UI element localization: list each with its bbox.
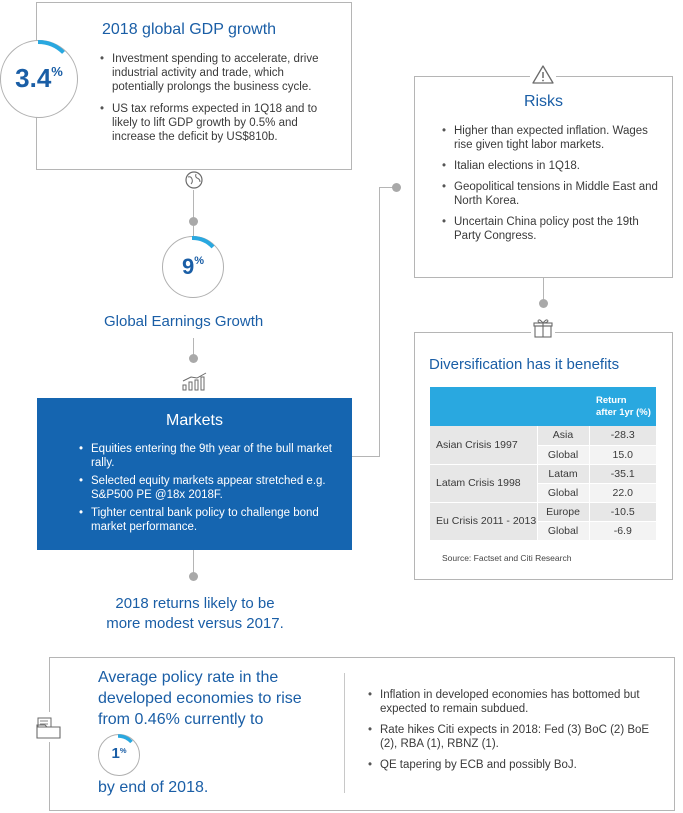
markets-box: Markets Equities entering the 9th year o… bbox=[37, 398, 352, 550]
markets-bullet: Tighter central bank policy to challenge… bbox=[77, 506, 332, 534]
crisis-name-cell: Eu Crisis 2011 - 2013 bbox=[430, 502, 538, 541]
gdp-ring: 3.4% bbox=[0, 39, 78, 118]
table-header: Return after 1yr (%) bbox=[430, 387, 656, 426]
region-cell: Europe bbox=[537, 502, 590, 522]
gdp-box-top-border bbox=[36, 2, 352, 3]
diversification-table: Return after 1yr (%) Asian Crisis 1997 As… bbox=[430, 387, 656, 541]
connector-dot bbox=[189, 354, 198, 363]
returns-note: 2018 returns likely to be more modest ve… bbox=[80, 594, 310, 634]
connector-markets-risks-h1 bbox=[352, 456, 380, 457]
returns-note-line: 2018 returns likely to be bbox=[115, 595, 275, 612]
chart-growth-icon bbox=[181, 372, 209, 392]
risks-box bbox=[414, 76, 673, 278]
policy-divider bbox=[344, 673, 345, 793]
folder-icon bbox=[34, 712, 64, 742]
gift-icon bbox=[531, 316, 555, 340]
diversification-title: Diversification has it benefits bbox=[429, 356, 620, 373]
header-line: Return bbox=[596, 395, 627, 406]
markets-bullet: Equities entering the 9th year of the bu… bbox=[77, 442, 332, 470]
policy-line: from 0.46% currently to bbox=[98, 711, 264, 728]
policy-ring: 1% bbox=[98, 734, 140, 776]
return-value-cell: 15.0 bbox=[589, 445, 656, 465]
markets-title: Markets bbox=[166, 412, 223, 429]
globe-icon bbox=[184, 170, 204, 190]
returns-table-body: Asian Crisis 1997 Asia -28.3 Global 15.0 Lata… bbox=[430, 426, 656, 541]
risks-title: Risks bbox=[523, 93, 564, 110]
region-cell: Asia bbox=[537, 426, 590, 446]
risks-bullet: Geopolitical tensions in Middle East and… bbox=[440, 180, 662, 208]
policy-bullet: QE tapering by ECB and possibly BoJ. bbox=[366, 758, 656, 772]
return-value-cell: -35.1 bbox=[589, 464, 656, 484]
region-cell: Global bbox=[537, 483, 590, 503]
connector-risks-div bbox=[543, 278, 544, 302]
policy-text: Average policy rate in the developed eco… bbox=[98, 667, 302, 730]
gdp-bullets: Investment spending to accelerate, drive… bbox=[98, 52, 338, 151]
gdp-value: 3.4% bbox=[15, 63, 63, 93]
returns-note-line: more modest versus 2017. bbox=[106, 615, 284, 632]
policy-bullet: Inflation in developed economies has bot… bbox=[366, 688, 656, 716]
connector-markets-risks-v bbox=[379, 187, 380, 457]
warning-icon bbox=[530, 63, 556, 87]
policy-bullet: Rate hikes Citi expects in 2018: Fed (3)… bbox=[366, 723, 656, 751]
table-row: Eu Crisis 2011 - 2013 Europe -10.5 bbox=[430, 502, 656, 541]
table-header-label: Return after 1yr (%) bbox=[596, 395, 656, 419]
header-line: after 1yr (%) bbox=[596, 407, 651, 418]
crisis-name-cell: Asian Crisis 1997 bbox=[430, 426, 538, 465]
earnings-label: Global Earnings Growth bbox=[104, 313, 264, 330]
earnings-value: 9% bbox=[181, 254, 205, 279]
gdp-bullet: Investment spending to accelerate, drive… bbox=[98, 52, 338, 94]
earnings-progress-arc bbox=[191, 235, 215, 249]
returns-table: Asian Crisis 1997 Asia -28.3 Global 15.0 Lata… bbox=[430, 426, 656, 541]
table-row: Latam Crisis 1998 Latam -35.1 bbox=[430, 464, 656, 503]
risks-bullets: Higher than expected inflation. Wages ri… bbox=[440, 124, 662, 250]
policy-line-end: by end of 2018. bbox=[98, 779, 209, 796]
policy-line: developed economies to rise bbox=[98, 690, 302, 707]
connector-dot bbox=[189, 572, 198, 581]
policy-bullets: Inflation in developed economies has bot… bbox=[366, 688, 656, 779]
crisis-name-cell: Latam Crisis 1998 bbox=[430, 464, 538, 503]
connector-dot bbox=[392, 183, 401, 192]
markets-bullet: Selected equity markets appear stretched… bbox=[77, 474, 332, 502]
return-value-cell: -6.9 bbox=[589, 521, 656, 541]
region-cell: Global bbox=[537, 445, 590, 465]
return-value-cell: 22.0 bbox=[589, 483, 656, 503]
connector-dot bbox=[189, 217, 198, 226]
risks-bullet: Higher than expected inflation. Wages ri… bbox=[440, 124, 662, 152]
region-cell: Global bbox=[537, 521, 590, 541]
connector-earnings-markets bbox=[193, 338, 194, 358]
connector-gdp-earnings bbox=[193, 190, 194, 220]
connector-dot-ring bbox=[193, 226, 194, 236]
earnings-ring: 9% bbox=[162, 235, 224, 298]
connector-markets-risks-h2 bbox=[379, 187, 394, 188]
return-value-cell: -28.3 bbox=[589, 426, 656, 446]
diversification-source: Source: Factset and Citi Research bbox=[442, 553, 572, 563]
risks-bullet: Italian elections in 1Q18. bbox=[440, 159, 662, 173]
region-cell: Latam bbox=[537, 464, 590, 484]
connector-dot bbox=[539, 299, 548, 308]
table-row: Global 22.0 bbox=[430, 483, 656, 503]
table-row: Asian Crisis 1997 Asia -28.3 bbox=[430, 426, 656, 465]
gdp-bullet: US tax reforms expected in 1Q18 and to l… bbox=[98, 102, 338, 144]
policy-value: 1% bbox=[111, 745, 127, 762]
return-value-cell: -10.5 bbox=[589, 502, 656, 522]
gdp-progress-arc bbox=[37, 39, 65, 54]
risks-bullet: Uncertain China policy post the 19th Par… bbox=[440, 215, 662, 243]
table-row: Global 15.0 bbox=[430, 445, 656, 465]
policy-line: Average policy rate in the bbox=[98, 669, 279, 686]
connector-markets-returns bbox=[193, 550, 194, 575]
policy-progress-arc bbox=[117, 734, 133, 744]
markets-bullets: Equities entering the 9th year of the bu… bbox=[77, 442, 332, 541]
table-row: Global -6.9 bbox=[430, 521, 656, 541]
gdp-title: 2018 global GDP growth bbox=[102, 21, 277, 38]
